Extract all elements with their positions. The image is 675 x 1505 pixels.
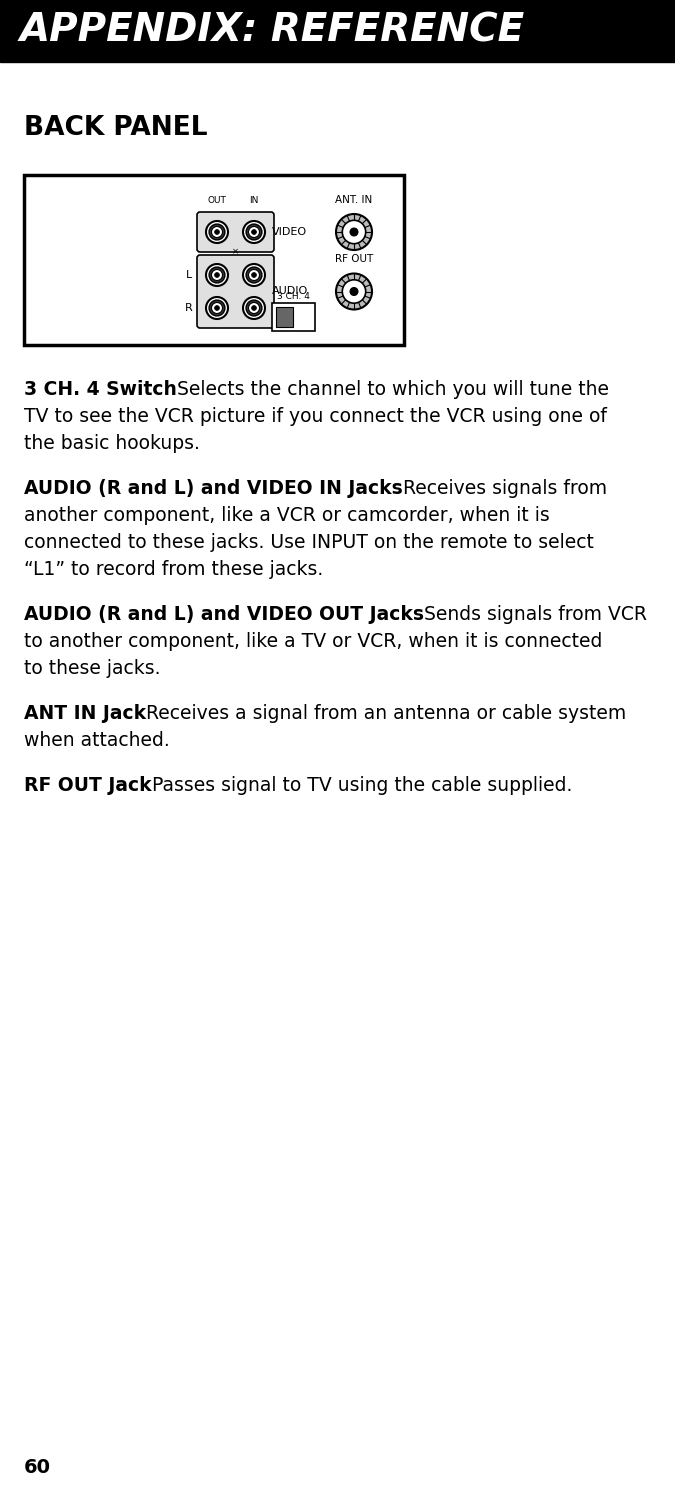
FancyBboxPatch shape — [197, 212, 274, 251]
Text: 60: 60 — [24, 1458, 51, 1476]
Circle shape — [206, 263, 228, 286]
Text: Receives a signal from an antenna or cable system: Receives a signal from an antenna or cab… — [146, 704, 626, 722]
Circle shape — [252, 230, 256, 235]
Circle shape — [209, 266, 225, 283]
Text: VIDEO: VIDEO — [272, 227, 307, 236]
Text: Receives signals from: Receives signals from — [403, 479, 607, 498]
Text: ANT IN Jack: ANT IN Jack — [24, 704, 146, 722]
Text: RF OUT Jack: RF OUT Jack — [24, 777, 152, 795]
Circle shape — [211, 303, 223, 313]
Circle shape — [209, 224, 225, 239]
Circle shape — [211, 269, 223, 280]
Text: Sends signals from VCR: Sends signals from VCR — [424, 605, 647, 625]
Text: OUT: OUT — [208, 196, 226, 205]
Circle shape — [336, 214, 372, 250]
Text: connected to these jacks. Use INPUT on the remote to select: connected to these jacks. Use INPUT on t… — [24, 533, 594, 552]
Text: Passes signal to TV using the cable supplied.: Passes signal to TV using the cable supp… — [152, 777, 572, 795]
Text: 3 CH. 4: 3 CH. 4 — [277, 292, 310, 301]
Circle shape — [246, 266, 262, 283]
Circle shape — [243, 296, 265, 319]
Circle shape — [206, 296, 228, 319]
Circle shape — [246, 299, 262, 316]
Circle shape — [243, 263, 265, 286]
Circle shape — [342, 280, 366, 303]
Circle shape — [209, 299, 225, 316]
Circle shape — [248, 303, 259, 313]
Circle shape — [252, 306, 256, 310]
Text: to these jacks.: to these jacks. — [24, 659, 161, 677]
Circle shape — [215, 306, 219, 310]
Text: AUDIO (R and L) and VIDEO IN Jacks: AUDIO (R and L) and VIDEO IN Jacks — [24, 479, 403, 498]
Text: R: R — [185, 303, 193, 313]
Text: when attached.: when attached. — [24, 731, 169, 749]
Circle shape — [248, 269, 259, 280]
Circle shape — [252, 272, 256, 277]
Text: another component, like a VCR or camcorder, when it is: another component, like a VCR or camcord… — [24, 506, 549, 525]
Circle shape — [350, 287, 358, 295]
Text: ×: × — [232, 247, 239, 256]
Text: BACK PANEL: BACK PANEL — [24, 114, 207, 141]
Text: Selects the channel to which you will tune the: Selects the channel to which you will tu… — [177, 379, 609, 399]
Text: IN: IN — [249, 196, 259, 205]
Text: RF OUT: RF OUT — [335, 254, 373, 265]
Text: the basic hookups.: the basic hookups. — [24, 433, 200, 453]
Text: to another component, like a TV or VCR, when it is connected: to another component, like a TV or VCR, … — [24, 632, 602, 652]
Circle shape — [336, 274, 372, 310]
Bar — [24, 175, 404, 345]
Circle shape — [211, 226, 223, 238]
FancyBboxPatch shape — [197, 254, 274, 328]
Circle shape — [342, 220, 366, 244]
Text: 3 CH. 4 Switch: 3 CH. 4 Switch — [24, 379, 177, 399]
Circle shape — [215, 230, 219, 235]
Text: “L1” to record from these jacks.: “L1” to record from these jacks. — [24, 560, 323, 579]
Bar — [272, 303, 315, 331]
Circle shape — [215, 272, 219, 277]
Text: AUDIO: AUDIO — [272, 286, 308, 296]
Circle shape — [350, 229, 358, 236]
Text: TV to see the VCR picture if you connect the VCR using one of: TV to see the VCR picture if you connect… — [24, 406, 607, 426]
Text: AUDIO (R and L) and VIDEO OUT Jacks: AUDIO (R and L) and VIDEO OUT Jacks — [24, 605, 424, 625]
Bar — [276, 307, 293, 327]
Circle shape — [248, 226, 259, 238]
Text: L: L — [186, 269, 192, 280]
Text: ANT. IN: ANT. IN — [335, 196, 373, 205]
Circle shape — [243, 221, 265, 242]
Text: APPENDIX: REFERENCE: APPENDIX: REFERENCE — [20, 12, 525, 50]
Bar — [0, 0, 675, 62]
Circle shape — [246, 224, 262, 239]
Circle shape — [206, 221, 228, 242]
